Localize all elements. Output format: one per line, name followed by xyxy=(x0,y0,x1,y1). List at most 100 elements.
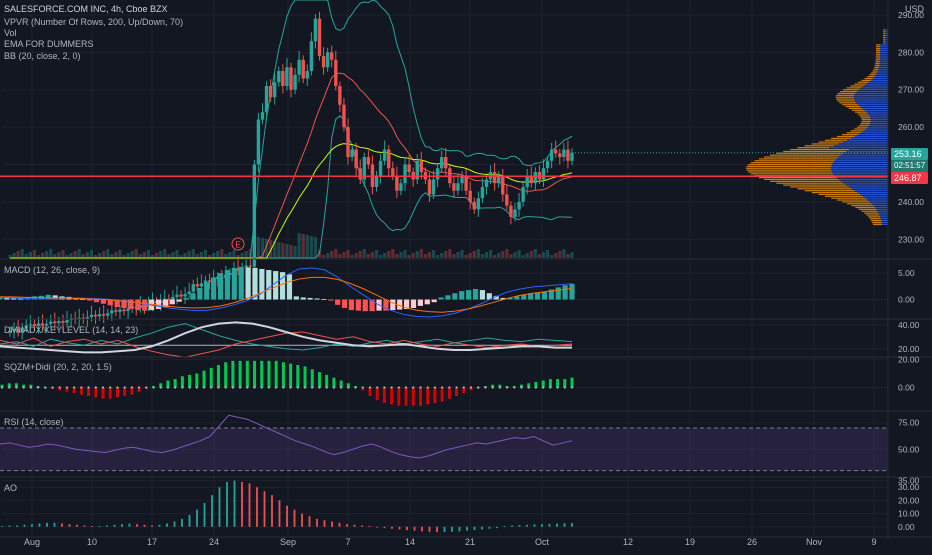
candle-body xyxy=(452,183,456,191)
vpvr-up-row xyxy=(876,208,888,210)
vpvr-up-row xyxy=(866,83,888,85)
legend-sqzm[interactable]: SQZM+Didi (20, 2, 20, 1.5) xyxy=(4,362,112,372)
vpvr-down-row xyxy=(854,111,867,113)
volume-bar xyxy=(448,249,452,258)
squeeze-dot xyxy=(383,386,386,389)
macd-histogram-bar xyxy=(307,297,313,300)
legend-vpvr[interactable]: VPVR (Number Of Rows, 200, Up/Down, 70) xyxy=(4,17,184,27)
sqzm-bar xyxy=(281,362,285,388)
vpvr-down-row xyxy=(869,74,876,76)
volume-bar xyxy=(387,251,391,258)
volume-bar xyxy=(118,250,122,258)
legend-ema[interactable]: EMA FOR DUMMERS xyxy=(4,39,94,49)
ao-bar xyxy=(128,523,131,527)
ao-bar xyxy=(31,524,33,527)
volume-bar xyxy=(480,254,485,258)
candle-body xyxy=(387,149,391,169)
legend-vol[interactable]: Vol xyxy=(4,28,17,38)
squeeze-dot xyxy=(8,386,11,389)
macd-histogram-bar xyxy=(197,287,203,300)
volume-bar xyxy=(142,252,146,258)
vpvr-down-row xyxy=(883,33,885,35)
candle-body xyxy=(85,317,90,320)
ao-bar xyxy=(361,525,363,527)
ao-bar xyxy=(1,526,3,527)
vpvr-down-row xyxy=(843,89,859,91)
volume-bar xyxy=(236,255,240,258)
sqzm-bar xyxy=(188,374,192,388)
legend-rsi[interactable]: RSI (14, close) xyxy=(4,417,64,427)
vpvr-up-row xyxy=(858,104,888,106)
ao-bar xyxy=(533,524,536,527)
legend-macd[interactable]: MACD (12, 26, close, 9) xyxy=(4,265,101,275)
vpvr-up-row xyxy=(881,223,888,225)
squeeze-dot xyxy=(15,386,18,389)
legend-dmi[interactable]: DMI/ADX/KEYLEVEL (14, 14, 23) xyxy=(4,325,139,335)
squeeze-dot xyxy=(116,386,119,389)
candle-body xyxy=(549,149,554,161)
legend-bb[interactable]: BB (20, close, 2, 0) xyxy=(4,51,81,61)
sqzm-bar xyxy=(462,387,466,394)
vpvr-up-row xyxy=(868,113,888,115)
volume-bar xyxy=(244,251,248,258)
volume-bar xyxy=(57,252,61,258)
macd-histogram-bar xyxy=(211,277,217,300)
sqzm-bar xyxy=(260,360,264,388)
sqzm-bar xyxy=(22,384,26,388)
price-tick-label: 20.00 xyxy=(898,344,920,354)
candle-body xyxy=(301,59,305,79)
sqzm-bar xyxy=(274,360,278,388)
macd-line xyxy=(0,267,573,318)
legend-ao[interactable]: AO xyxy=(4,483,18,493)
candle-body xyxy=(460,175,464,184)
volume-bar xyxy=(533,249,537,258)
volume-bar xyxy=(484,252,489,258)
candle-body xyxy=(244,265,248,268)
squeeze-dot xyxy=(202,386,206,389)
volume-bar xyxy=(383,253,387,258)
vpvr-up-row xyxy=(834,160,888,162)
squeeze-dot xyxy=(441,386,444,389)
volume-bar xyxy=(240,253,244,258)
macd-histogram-bar xyxy=(231,267,237,300)
ao-bar xyxy=(556,523,558,527)
vpvr-down-row xyxy=(818,193,861,196)
ao-bar xyxy=(346,524,348,527)
sqzm-bar xyxy=(498,384,502,388)
squeeze-dot xyxy=(210,386,213,389)
vpvr-up-row xyxy=(875,74,888,76)
vpvr-down-row xyxy=(836,135,855,138)
squeeze-dot xyxy=(448,386,451,389)
sqzm-bar xyxy=(570,377,574,388)
squeeze-dot xyxy=(253,386,256,389)
vpvr-up-row xyxy=(831,167,888,169)
vpvr-down-row xyxy=(861,79,871,81)
ao-bar xyxy=(211,495,213,527)
candle-body xyxy=(435,168,440,180)
symbol-title[interactable]: SALESFORCE.COM INC, 4h, Cboe BZX xyxy=(4,4,168,14)
price-tick-label: 0.00 xyxy=(898,522,915,532)
vpvr-down-row xyxy=(837,100,856,102)
currency-label: USD xyxy=(905,4,925,14)
volume-bar xyxy=(12,253,16,258)
candle-body xyxy=(32,324,37,327)
candle-body xyxy=(505,194,509,206)
price-tick-label: 20.00 xyxy=(898,354,920,364)
vpvr-up-row xyxy=(833,145,888,147)
candle-body xyxy=(419,160,424,172)
sqzm-bar xyxy=(14,383,18,388)
squeeze-dot xyxy=(347,386,350,389)
sqzm-bar xyxy=(137,387,141,392)
volume-bar xyxy=(497,253,501,258)
vpvr-up-row xyxy=(877,210,888,212)
volume-bar xyxy=(370,252,375,258)
vpvr-up-row xyxy=(879,66,888,68)
volume-bar xyxy=(175,250,179,258)
ao-bar xyxy=(248,483,251,527)
macd-histogram-bar xyxy=(204,282,210,300)
grid xyxy=(2,0,888,536)
vpvr-down-row xyxy=(874,66,880,68)
countdown-tag: 02:51:57 xyxy=(891,160,928,172)
